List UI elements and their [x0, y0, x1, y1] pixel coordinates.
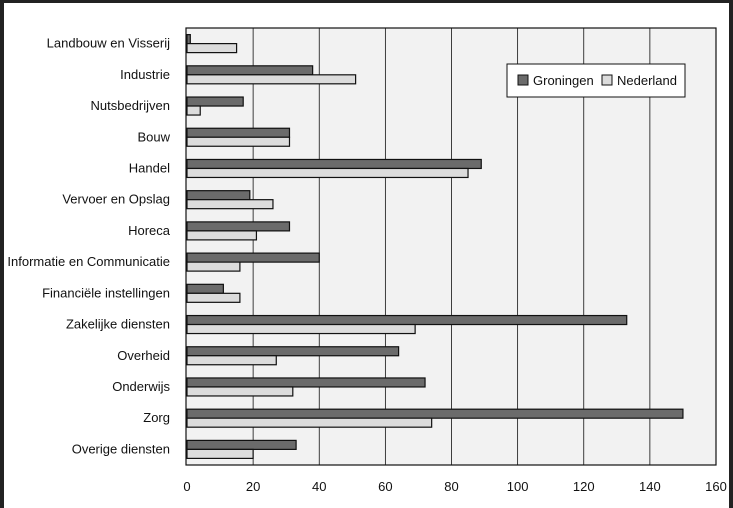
x-tick-label-120: 120 — [573, 479, 595, 494]
chart-frame: Landbouw en Visserij Industrie Nutsbedrijv… — [4, 3, 729, 508]
bar-nederland-12 — [186, 417, 433, 428]
bar-groningen-7 — [186, 252, 320, 263]
category-labels: Landbouw en Visserij Industrie Nutsbedrijv… — [7, 36, 170, 457]
x-tick-label-140: 140 — [639, 479, 661, 494]
grid-lines — [252, 28, 651, 465]
x-tick-label-80: 80 — [444, 479, 458, 494]
bar-nederland-3 — [186, 136, 291, 147]
legend-box — [506, 63, 686, 98]
bar-chart: Landbouw en Visserij Industrie Nutsbedrijv… — [7, 27, 727, 494]
legend-label-nederland: Nederland — [617, 73, 677, 88]
x-tick-label-60: 60 — [378, 479, 392, 494]
bar-nederland-5 — [186, 199, 274, 210]
bar-nederland-10 — [186, 355, 277, 366]
legend: Groningen Nederland — [506, 63, 686, 98]
bar-groningen-11 — [186, 377, 426, 388]
category-label-1: Industrie — [120, 67, 170, 82]
bar-groningen-2 — [186, 96, 244, 107]
x-tick-label-40: 40 — [312, 479, 326, 494]
bar-groningen-3 — [186, 127, 291, 138]
x-axis-ticks: 0 20 40 60 80 100 120 140 160 — [183, 479, 726, 494]
category-label-12: Zorg — [143, 410, 170, 425]
legend-swatch-groningen — [517, 74, 529, 86]
x-tick-label-100: 100 — [507, 479, 529, 494]
bar-groningen-4 — [186, 158, 482, 170]
category-label-11: Onderwijs — [112, 379, 170, 394]
category-label-13: Overige diensten — [72, 441, 170, 456]
category-label-10: Overheid — [117, 348, 170, 363]
bar-groningen-5 — [186, 190, 251, 201]
category-label-2: Nutsbedrijven — [91, 98, 171, 113]
x-tick-label-20: 20 — [246, 479, 260, 494]
category-label-3: Bouw — [137, 129, 170, 144]
category-label-0: Landbouw en Visserij — [47, 36, 170, 51]
category-label-7: Informatie en Communicatie — [7, 254, 170, 269]
bar-nederland-0 — [186, 43, 238, 54]
bar-nederland-2 — [186, 105, 201, 116]
bar-groningen-10 — [186, 346, 400, 357]
category-label-4: Handel — [129, 160, 170, 175]
bar-nederland-4 — [186, 167, 469, 179]
bar-groningen-1 — [186, 65, 314, 76]
category-label-6: Horeca — [128, 223, 171, 238]
legend-swatch-nederland — [601, 74, 613, 86]
category-label-5: Vervoer en Opslag — [62, 192, 170, 207]
bars — [186, 34, 684, 459]
category-label-9: Zakelijke diensten — [66, 317, 170, 332]
bar-nederland-8 — [186, 292, 241, 303]
bar-nederland-11 — [186, 386, 294, 397]
x-tick-label-0: 0 — [183, 479, 190, 494]
legend-label-groningen: Groningen — [533, 73, 594, 88]
bar-nederland-1 — [186, 74, 357, 85]
bar-nederland-6 — [186, 230, 258, 241]
bar-nederland-13 — [186, 448, 254, 459]
bar-groningen-12 — [186, 408, 684, 419]
bar-groningen-13 — [186, 439, 297, 450]
bar-groningen-0 — [186, 34, 191, 45]
bar-groningen-8 — [186, 283, 224, 294]
plot-border — [185, 27, 717, 466]
bar-nederland-7 — [186, 261, 241, 272]
bar-groningen-6 — [186, 221, 291, 232]
bar-nederland-9 — [186, 323, 416, 335]
x-tick-label-160: 160 — [705, 479, 727, 494]
category-label-8: Financiële instellingen — [42, 285, 170, 300]
bar-groningen-9 — [186, 314, 628, 326]
